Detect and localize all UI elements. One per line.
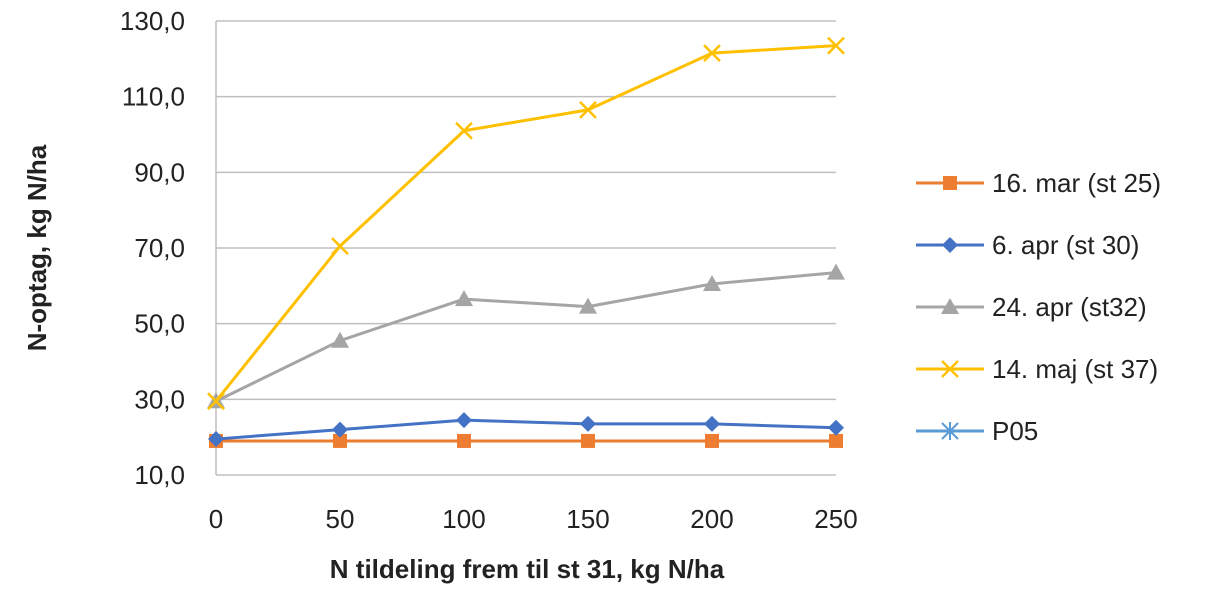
legend-marker (943, 176, 957, 190)
data-point (827, 263, 845, 280)
data-point (703, 274, 721, 291)
y-tick-label: 10,0 (134, 460, 185, 490)
y-axis-title: N-optag, kg N/ha (22, 144, 52, 351)
data-point (705, 433, 719, 448)
data-point (828, 419, 844, 436)
legend-label: 16. mar (st 25) (992, 168, 1161, 198)
series-line (215, 271, 837, 403)
data-point (207, 392, 225, 411)
data-point (333, 433, 347, 448)
x-tick-label: 200 (690, 504, 733, 534)
legend-marker (941, 422, 959, 440)
series-4 (207, 36, 845, 411)
x-tick-label: 150 (566, 504, 609, 534)
legend-label: P05 (992, 416, 1038, 446)
data-point (332, 421, 348, 438)
legend-item: P05 (916, 416, 1038, 446)
legend-label: 6. apr (st 30) (992, 230, 1139, 260)
data-point (703, 44, 721, 63)
series-3 (207, 263, 845, 409)
series-lines (207, 36, 845, 448)
series-1 (209, 433, 843, 448)
legend: 16. mar (st 25) 6. apr (st 30) 24. apr (st… (916, 168, 1161, 446)
data-point (704, 415, 720, 432)
legend-item: 24. apr (st32) (916, 292, 1147, 322)
series-line (214, 44, 837, 403)
series-2 (208, 412, 844, 448)
data-point (457, 433, 471, 448)
y-tick-label: 70,0 (134, 233, 185, 263)
data-point (455, 290, 473, 307)
x-tick-label: 50 (326, 504, 355, 534)
data-point (581, 433, 595, 448)
y-tick-label: 50,0 (134, 309, 185, 339)
data-point (580, 415, 596, 432)
data-point (829, 433, 843, 448)
series-line (215, 418, 837, 441)
legend-item: 14. maj (st 37) (916, 354, 1158, 384)
legend-label: 24. apr (st32) (992, 292, 1147, 322)
legend-marker (941, 298, 959, 314)
legend-item: 6. apr (st 30) (916, 230, 1139, 260)
x-tick-label: 0 (209, 504, 223, 534)
legend-marker (942, 237, 958, 253)
data-point (331, 237, 349, 255)
y-tick-label: 130,0 (120, 6, 185, 36)
data-point (579, 297, 597, 314)
data-point (827, 36, 845, 55)
x-tick-label: 100 (442, 504, 485, 534)
y-tick-label: 30,0 (134, 384, 185, 414)
y-tick-label: 110,0 (122, 82, 185, 112)
data-point (331, 331, 349, 348)
data-point (455, 121, 473, 140)
legend-item: 16. mar (st 25) (916, 168, 1161, 198)
data-point (208, 431, 224, 448)
data-point (579, 101, 597, 119)
y-tick-label: 90,0 (134, 157, 185, 187)
x-tick-label: 250 (814, 504, 857, 534)
legend-label: 14. maj (st 37) (992, 354, 1158, 384)
legend-marker (941, 360, 959, 378)
x-axis-title: N tildeling frem til st 31, kg N/ha (330, 554, 725, 584)
tick-labels: 10,0 30,0 50,0 70,0 90,0 110,0 130,0 0 50 100 150 2… (120, 6, 858, 534)
gridlines (216, 20, 836, 476)
data-point (456, 412, 472, 429)
